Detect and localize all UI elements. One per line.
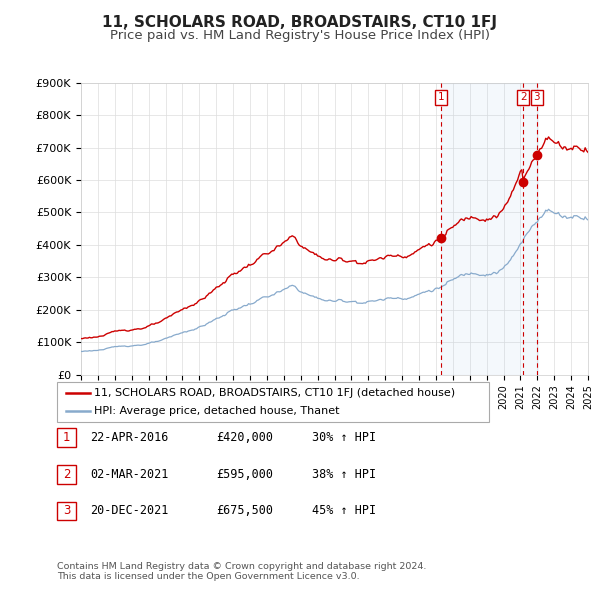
Text: 38% ↑ HPI: 38% ↑ HPI <box>312 468 376 481</box>
Text: 3: 3 <box>63 504 70 517</box>
Text: 1: 1 <box>437 92 444 102</box>
Text: HPI: Average price, detached house, Thanet: HPI: Average price, detached house, Than… <box>94 405 340 415</box>
Text: 11, SCHOLARS ROAD, BROADSTAIRS, CT10 1FJ (detached house): 11, SCHOLARS ROAD, BROADSTAIRS, CT10 1FJ… <box>94 388 455 398</box>
Text: 02-MAR-2021: 02-MAR-2021 <box>90 468 169 481</box>
Text: 2: 2 <box>520 92 527 102</box>
Text: £420,000: £420,000 <box>216 431 273 444</box>
Text: 20-DEC-2021: 20-DEC-2021 <box>90 504 169 517</box>
Text: 2: 2 <box>63 468 70 481</box>
Text: 11, SCHOLARS ROAD, BROADSTAIRS, CT10 1FJ: 11, SCHOLARS ROAD, BROADSTAIRS, CT10 1FJ <box>103 15 497 30</box>
Text: 1: 1 <box>63 431 70 444</box>
Text: Contains HM Land Registry data © Crown copyright and database right 2024.: Contains HM Land Registry data © Crown c… <box>57 562 427 571</box>
Bar <box>441 83 538 375</box>
Text: 22-APR-2016: 22-APR-2016 <box>90 431 169 444</box>
Text: 30% ↑ HPI: 30% ↑ HPI <box>312 431 376 444</box>
Text: 45% ↑ HPI: 45% ↑ HPI <box>312 504 376 517</box>
Text: Price paid vs. HM Land Registry's House Price Index (HPI): Price paid vs. HM Land Registry's House … <box>110 30 490 42</box>
Text: £675,500: £675,500 <box>216 504 273 517</box>
Text: 3: 3 <box>533 92 540 102</box>
Text: This data is licensed under the Open Government Licence v3.0.: This data is licensed under the Open Gov… <box>57 572 359 581</box>
Text: £595,000: £595,000 <box>216 468 273 481</box>
